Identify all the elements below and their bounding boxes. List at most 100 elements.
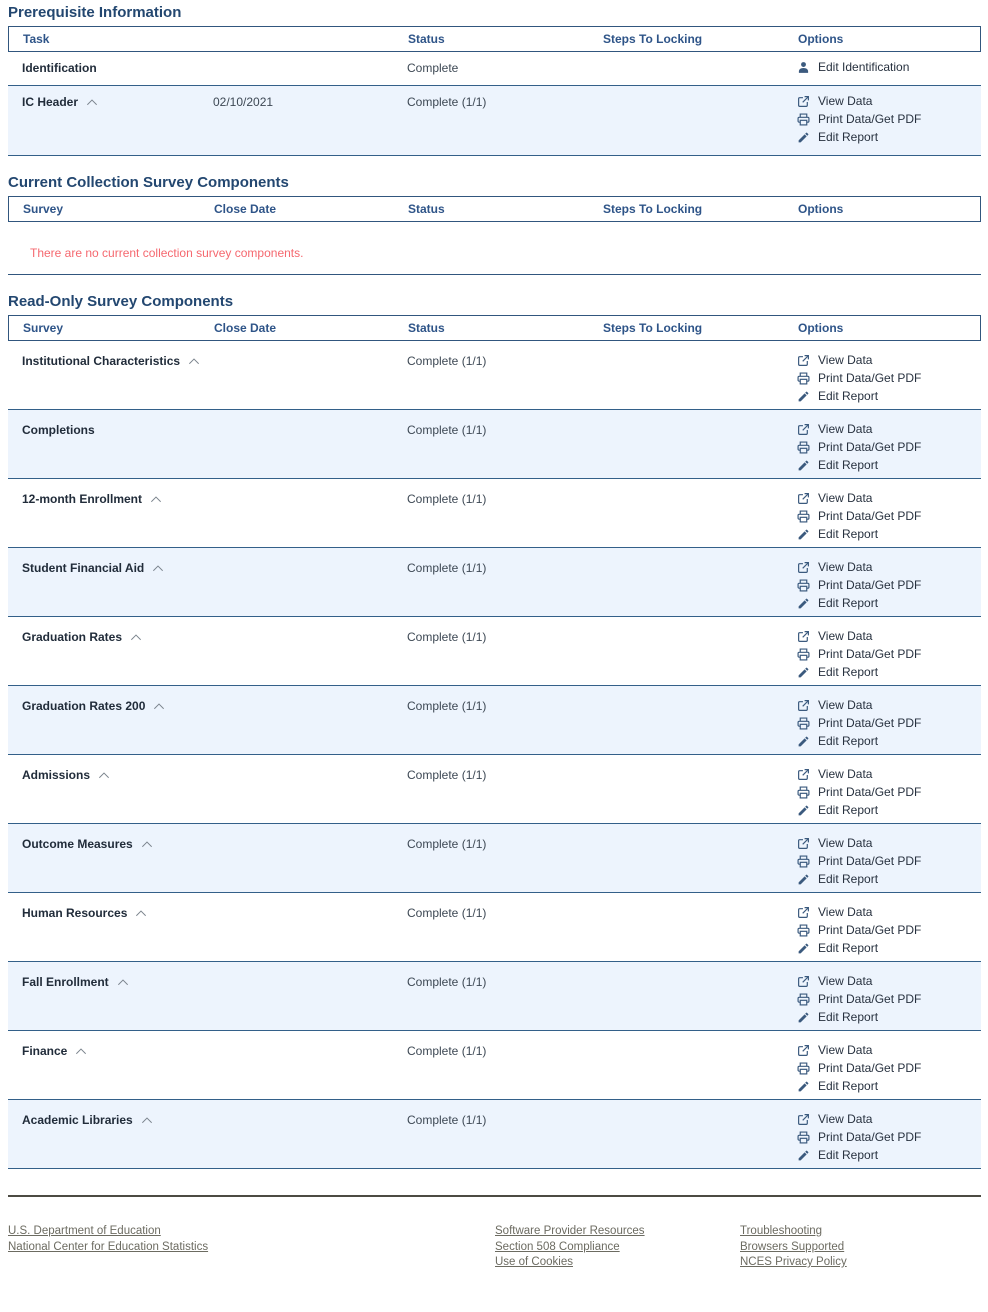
chevron-up-icon[interactable] [151, 562, 165, 576]
view-data-link[interactable]: View Data [797, 492, 981, 505]
pencil-icon [797, 1011, 810, 1024]
pencil-icon [797, 1149, 810, 1162]
view-data-link[interactable]: View Data [797, 354, 981, 367]
chevron-up-icon[interactable] [97, 769, 111, 783]
option-label: View Data [818, 767, 873, 781]
footer-link[interactable]: Section 508 Compliance [495, 1240, 620, 1253]
edit-report-link[interactable]: Edit Report [797, 942, 981, 955]
option-label: View Data [818, 491, 873, 505]
view-data-link[interactable]: View Data [797, 1044, 981, 1057]
status-text: Complete (1/1) [407, 630, 487, 644]
view-data-link[interactable]: View Data [797, 975, 981, 988]
chevron-up-icon[interactable] [134, 907, 148, 921]
survey-name: Student Financial Aid [22, 561, 145, 575]
chevron-up-icon[interactable] [74, 1045, 88, 1059]
print-data-link[interactable]: Print Data/Get PDF [797, 579, 981, 592]
external-link-icon [797, 699, 810, 712]
print-data-link[interactable]: Print Data/Get PDF [797, 1062, 981, 1075]
external-link-icon [797, 561, 810, 574]
edit-report-link[interactable]: Edit Report [797, 735, 981, 748]
edit-report-link[interactable]: Edit Report [797, 873, 981, 886]
edit-identification-link[interactable]: Edit Identification [797, 61, 981, 74]
edit-report-link[interactable]: Edit Report [797, 666, 981, 679]
survey-row: Graduation Rates 200 Complete (1/1) View… [8, 686, 981, 755]
status-text: Complete (1/1) [407, 1113, 487, 1127]
footer-link[interactable]: Troubleshooting [740, 1225, 823, 1237]
option-label: View Data [818, 974, 873, 988]
edit-report-link[interactable]: Edit Report [797, 459, 981, 472]
column-header-status: Status [408, 202, 445, 216]
print-data-link[interactable]: Print Data/Get PDF [797, 372, 981, 385]
view-data-link[interactable]: View Data [797, 699, 981, 712]
view-data-link[interactable]: View Data [797, 1113, 981, 1126]
edit-report-link[interactable]: Edit Report [797, 131, 981, 144]
printer-icon [797, 717, 810, 730]
print-data-link[interactable]: Print Data/Get PDF [797, 993, 981, 1006]
person-icon [797, 61, 810, 74]
print-data-link[interactable]: Print Data/Get PDF [797, 855, 981, 868]
steps-empty [588, 630, 783, 679]
edit-report-link[interactable]: Edit Report [797, 1080, 981, 1093]
column-header-options: Options [798, 321, 844, 335]
steps-empty [588, 61, 783, 81]
chevron-up-icon[interactable] [140, 1114, 154, 1128]
footer-link[interactable]: NCES Privacy Policy [740, 1256, 847, 1268]
printer-icon [797, 1062, 810, 1075]
external-link-icon [797, 837, 810, 850]
option-label: Edit Report [818, 1010, 879, 1024]
print-data-link[interactable]: Print Data/Get PDF [797, 1131, 981, 1144]
option-label: Edit Report [818, 941, 879, 955]
footer-column-resources: Software Provider Resources Section 508 C… [495, 1225, 740, 1272]
printer-icon [797, 113, 810, 126]
survey-row: Academic Libraries Complete (1/1) View D… [8, 1100, 981, 1169]
print-data-link[interactable]: Print Data/Get PDF [797, 786, 981, 799]
chevron-up-icon[interactable] [140, 838, 154, 852]
footer-link[interactable]: U.S. Department of Education [8, 1225, 161, 1237]
chevron-up-icon[interactable] [116, 976, 130, 990]
option-label: Print Data/Get PDF [818, 992, 922, 1006]
footer-link[interactable]: Software Provider Resources [495, 1225, 645, 1237]
chevron-up-icon[interactable] [129, 631, 143, 645]
chevron-up-icon[interactable] [149, 493, 163, 507]
view-data-link[interactable]: View Data [797, 423, 981, 436]
external-link-icon [797, 1044, 810, 1057]
edit-report-link[interactable]: Edit Report [797, 804, 981, 817]
view-data-link[interactable]: View Data [797, 906, 981, 919]
view-data-link[interactable]: View Data [797, 561, 981, 574]
print-data-link[interactable]: Print Data/Get PDF [797, 648, 981, 661]
steps-empty [588, 354, 783, 403]
footer-link[interactable]: National Center for Education Statistics [8, 1240, 209, 1253]
current-section-title: Current Collection Survey Components [8, 174, 289, 191]
edit-report-link[interactable]: Edit Report [797, 597, 981, 610]
chevron-up-icon[interactable] [152, 700, 166, 714]
option-label: View Data [818, 905, 873, 919]
option-label: View Data [818, 1043, 873, 1057]
footer-column-support: Troubleshooting Browsers Supported NCES Pr… [740, 1225, 981, 1272]
edit-report-link[interactable]: Edit Report [797, 390, 981, 403]
option-label: Edit Identification [818, 60, 910, 74]
survey-name: Human Resources [22, 906, 128, 920]
view-data-link[interactable]: View Data [797, 95, 981, 108]
column-header-status: Status [408, 321, 445, 335]
print-data-link[interactable]: Print Data/Get PDF [797, 717, 981, 730]
status-text: Complete [407, 61, 459, 75]
steps-empty [588, 423, 783, 472]
footer-link[interactable]: Use of Cookies [495, 1256, 573, 1268]
view-data-link[interactable]: View Data [797, 837, 981, 850]
print-data-link[interactable]: Print Data/Get PDF [797, 113, 981, 126]
view-data-link[interactable]: View Data [797, 768, 981, 781]
external-link-icon [797, 768, 810, 781]
printer-icon [797, 993, 810, 1006]
footer: U.S. Department of Education National Cen… [8, 1225, 981, 1272]
print-data-link[interactable]: Print Data/Get PDF [797, 441, 981, 454]
edit-report-link[interactable]: Edit Report [797, 1011, 981, 1024]
chevron-up-icon[interactable] [85, 96, 99, 110]
view-data-link[interactable]: View Data [797, 630, 981, 643]
footer-link[interactable]: Browsers Supported [740, 1240, 845, 1253]
edit-report-link[interactable]: Edit Report [797, 1149, 981, 1162]
print-data-link[interactable]: Print Data/Get PDF [797, 510, 981, 523]
print-data-link[interactable]: Print Data/Get PDF [797, 924, 981, 937]
edit-report-link[interactable]: Edit Report [797, 528, 981, 541]
external-link-icon [797, 95, 810, 108]
